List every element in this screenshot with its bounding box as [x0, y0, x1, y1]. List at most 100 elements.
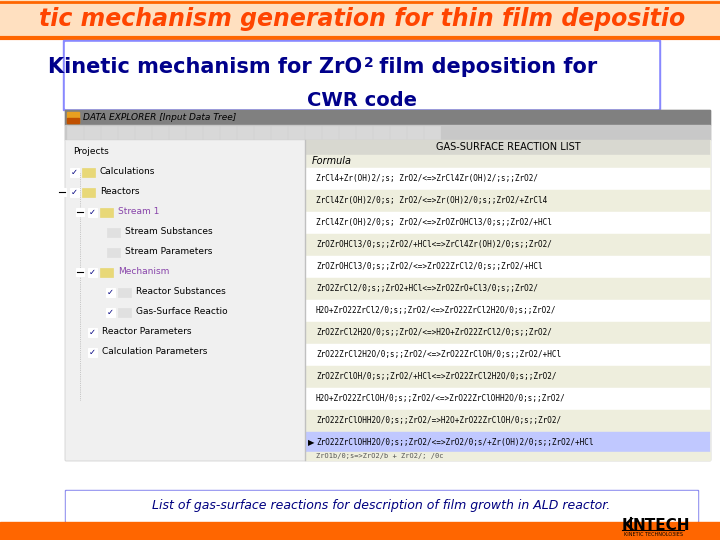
- Bar: [306, 155, 710, 168]
- Bar: [65, 110, 710, 460]
- Bar: [88, 348, 97, 357]
- Text: ✓: ✓: [107, 307, 114, 316]
- Bar: [271, 126, 287, 139]
- Bar: [0, 522, 720, 540]
- Bar: [88, 328, 97, 337]
- Bar: [305, 126, 321, 139]
- Bar: [70, 168, 79, 177]
- Bar: [169, 126, 185, 139]
- Bar: [306, 388, 710, 410]
- Text: ZrOZrOHCl3/0;s;;ZrO2/+HCl<=>ZrCl4Zr(OH)2/0;s;;ZrO2/: ZrOZrOHCl3/0;s;;ZrO2/+HCl<=>ZrCl4Zr(OH)2…: [316, 240, 552, 249]
- Bar: [288, 126, 304, 139]
- Bar: [82, 168, 95, 177]
- Text: KINETIC TECHNOLO3IES: KINETIC TECHNOLO3IES: [624, 531, 683, 537]
- Bar: [106, 308, 115, 317]
- Bar: [306, 300, 710, 322]
- Bar: [356, 126, 372, 139]
- Text: ✓: ✓: [89, 348, 96, 356]
- Bar: [339, 126, 355, 139]
- Text: Calculation Parameters: Calculation Parameters: [102, 348, 207, 356]
- Text: H2O+ZrO22ZrClOH/0;s;;ZrO2/<=>ZrO22ZrClOHH2O/0;s;;ZrO2/: H2O+ZrO22ZrClOH/0;s;;ZrO2/<=>ZrO22ZrClOH…: [316, 395, 566, 403]
- Bar: [65, 42, 658, 108]
- Text: ZrOZrOHCl3/0;s;;ZrO2/<=>ZrO22ZrCl2/0;s;;ZrO2/+HCl: ZrOZrOHCl3/0;s;;ZrO2/<=>ZrO22ZrCl2/0;s;;…: [316, 262, 543, 272]
- Bar: [88, 268, 97, 277]
- Bar: [118, 308, 131, 317]
- Bar: [107, 228, 120, 237]
- Text: ✓: ✓: [89, 327, 96, 336]
- Text: ZrO2ZrClOH/0;s;;ZrO2/+HCl<=>ZrO22ZrCl2H2O/0;s;;ZrO2/: ZrO2ZrClOH/0;s;;ZrO2/+HCl<=>ZrO22ZrCl2H2…: [316, 373, 557, 381]
- Bar: [306, 256, 710, 278]
- Bar: [67, 112, 79, 123]
- Bar: [65, 490, 698, 522]
- Text: ✓: ✓: [107, 287, 114, 296]
- Bar: [100, 268, 113, 277]
- Text: Reactor Substances: Reactor Substances: [136, 287, 226, 296]
- Bar: [306, 278, 710, 300]
- Bar: [322, 126, 338, 139]
- Text: ZrO22ZrClOHH2O/0;s;;ZrO2/=>H2O+ZrO22ZrClOH/0;s;;ZrO2/: ZrO22ZrClOHH2O/0;s;;ZrO2/=>H2O+ZrO22ZrCl…: [316, 416, 561, 426]
- Bar: [237, 126, 253, 139]
- Text: ZrO22ZrClOHH2O/0;s;;ZrO2/<=>ZrO2/0;s/+Zr(OH)2/0;s;;ZrO2/+HCl: ZrO22ZrClOHH2O/0;s;;ZrO2/<=>ZrO2/0;s/+Zr…: [316, 438, 593, 448]
- Text: Reactor Parameters: Reactor Parameters: [102, 327, 192, 336]
- Bar: [306, 366, 710, 388]
- Text: ZrO2ZrCl2H2O/0;s;;ZrO2/<=>H2O+ZrO22ZrCl2/0;s;;ZrO2/: ZrO2ZrCl2H2O/0;s;;ZrO2/<=>H2O+ZrO22ZrCl2…: [316, 328, 552, 338]
- Text: CWR code: CWR code: [307, 91, 417, 110]
- Bar: [0, 0, 720, 38]
- Bar: [65, 110, 710, 125]
- Text: ZrO1b/0;s=>ZrO2/b + ZrO2/; /0c: ZrO1b/0;s=>ZrO2/b + ZrO2/; /0c: [316, 453, 444, 459]
- Text: ✓: ✓: [71, 167, 78, 177]
- Bar: [306, 452, 710, 460]
- Text: ZrCl4Zr(OH)2/0;s; ZrO2/<=>ZrOZrOHCl3/0;s;;ZrO2/+HCl: ZrCl4Zr(OH)2/0;s; ZrO2/<=>ZrOZrOHCl3/0;s…: [316, 219, 552, 227]
- Bar: [424, 126, 440, 139]
- Bar: [58, 188, 66, 196]
- Bar: [220, 126, 236, 139]
- Text: Calculations: Calculations: [100, 167, 156, 177]
- Text: ✓: ✓: [71, 187, 78, 197]
- Bar: [101, 126, 117, 139]
- Bar: [70, 188, 79, 197]
- Bar: [76, 208, 84, 216]
- Text: NTECH: NTECH: [633, 517, 690, 532]
- Text: ZrCl4+Zr(OH)2/;s; ZrO2/<=>ZrCl4Zr(OH)2/;s;;ZrO2/: ZrCl4+Zr(OH)2/;s; ZrO2/<=>ZrCl4Zr(OH)2/;…: [316, 174, 538, 184]
- Bar: [67, 126, 83, 139]
- Bar: [306, 140, 710, 155]
- Text: Stream 1: Stream 1: [118, 207, 159, 217]
- Text: GAS-SURFACE REACTION LIST: GAS-SURFACE REACTION LIST: [436, 143, 580, 152]
- Bar: [82, 188, 95, 197]
- Text: Formula: Formula: [312, 157, 352, 166]
- Bar: [63, 40, 660, 110]
- Text: Kinetic mechanism for ZrO: Kinetic mechanism for ZrO: [48, 57, 362, 77]
- Text: ▶: ▶: [308, 438, 315, 448]
- Bar: [373, 126, 389, 139]
- Bar: [118, 126, 134, 139]
- Text: DATA EXPLORER [Input Data Tree]: DATA EXPLORER [Input Data Tree]: [83, 113, 236, 122]
- Text: K: K: [622, 517, 634, 532]
- Text: Stream Parameters: Stream Parameters: [125, 247, 212, 256]
- Bar: [118, 288, 131, 297]
- Bar: [390, 126, 406, 139]
- Text: ZrCl4Zr(OH)2/0;s; ZrO2/<=>Zr(OH)2/0;s;;ZrO2/+ZrCl4: ZrCl4Zr(OH)2/0;s; ZrO2/<=>Zr(OH)2/0;s;;Z…: [316, 197, 547, 206]
- Bar: [84, 126, 100, 139]
- Text: Projects: Projects: [73, 147, 109, 157]
- Bar: [254, 126, 270, 139]
- Bar: [76, 268, 84, 276]
- Text: ZrO22ZrCl2H2O/0;s;;ZrO2/<=>ZrO22ZrClOH/0;s;;ZrO2/+HCl: ZrO22ZrCl2H2O/0;s;;ZrO2/<=>ZrO22ZrClOH/0…: [316, 350, 561, 360]
- Bar: [407, 126, 423, 139]
- Bar: [65, 125, 710, 140]
- Bar: [306, 140, 710, 460]
- Bar: [306, 322, 710, 344]
- Text: ZrO2ZrCl2/0;s;;ZrO2+HCl<=>ZrO2ZrO+Cl3/0;s;;ZrO2/: ZrO2ZrCl2/0;s;;ZrO2+HCl<=>ZrO2ZrO+Cl3/0;…: [316, 285, 538, 294]
- Bar: [306, 212, 710, 234]
- Text: Stream Substances: Stream Substances: [125, 227, 212, 237]
- Bar: [306, 168, 710, 190]
- Text: Mechanism: Mechanism: [118, 267, 169, 276]
- Text: Reactors: Reactors: [100, 187, 140, 197]
- Text: tic mechanism generation for thin film depositio: tic mechanism generation for thin film d…: [39, 7, 685, 31]
- Text: Gas-Surface Reactio: Gas-Surface Reactio: [136, 307, 228, 316]
- Bar: [66, 491, 697, 521]
- Text: H2O+ZrO22ZrCl2/0;s;;ZrO2/<=>ZrO22ZrCl2H2O/0;s;;ZrO2/: H2O+ZrO22ZrCl2/0;s;;ZrO2/<=>ZrO22ZrCl2H2…: [316, 307, 557, 315]
- Text: List of gas-surface reactions for description of film growth in ALD reactor.: List of gas-surface reactions for descri…: [153, 500, 611, 512]
- Bar: [100, 208, 113, 217]
- Bar: [306, 344, 710, 366]
- Bar: [306, 432, 710, 454]
